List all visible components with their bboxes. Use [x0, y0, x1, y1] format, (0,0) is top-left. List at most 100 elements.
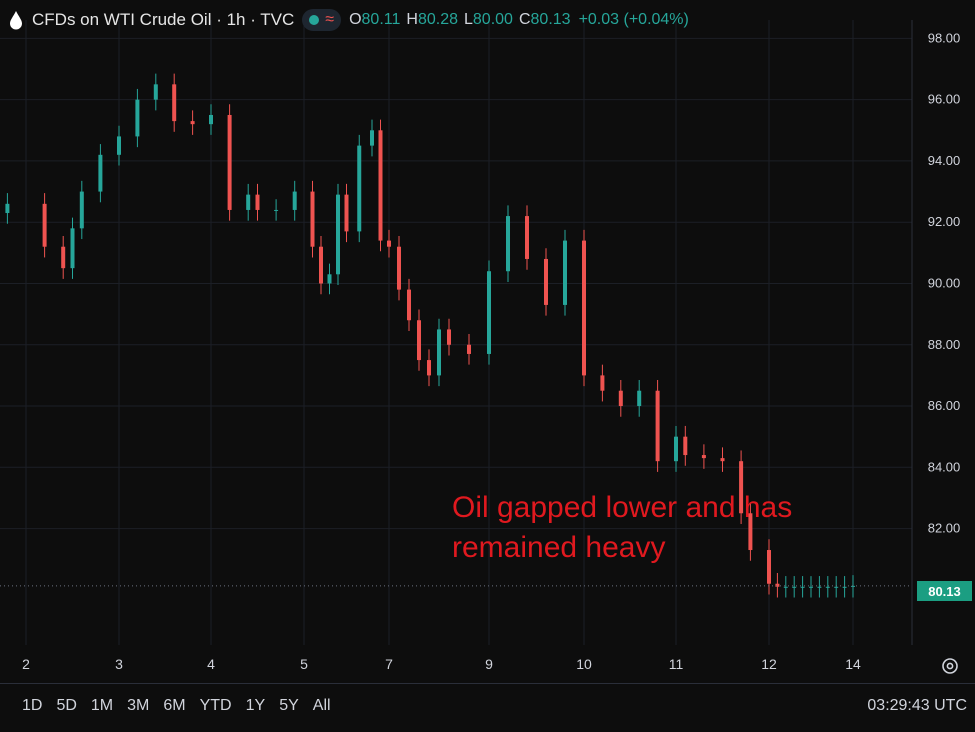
candle-body	[506, 216, 510, 272]
y-tick-label: 98.00	[928, 30, 961, 45]
x-tick-label: 9	[485, 656, 493, 672]
candle-body	[61, 246, 66, 269]
y-tick-label: 90.00	[928, 275, 961, 290]
candle-body	[783, 586, 788, 588]
annotation-line-1: Oil gapped lower and has	[452, 491, 793, 524]
candle-body	[98, 154, 103, 192]
candle-body	[319, 246, 323, 284]
candle-body	[5, 203, 10, 214]
candle-body	[467, 344, 471, 354]
candle-body	[70, 228, 75, 269]
ohlc-values: O80.11 H80.28 L80.00 C80.13	[349, 11, 570, 29]
candle-body	[209, 114, 213, 125]
candle-body	[809, 586, 813, 588]
y-tick-label: 86.00	[928, 398, 961, 413]
candle-body	[327, 274, 332, 284]
x-tick-label: 3	[115, 656, 123, 672]
candle-body	[739, 461, 744, 514]
candle-body	[834, 586, 839, 588]
timeframe-bar: 1D 5D 1M 3M 6M YTD 1Y 5Y All	[22, 697, 331, 715]
ohlc-open: O80.11	[349, 11, 401, 28]
candle-body	[135, 99, 140, 137]
timeframe-5d[interactable]: 5D	[56, 697, 77, 714]
ohlc-low: L80.00	[464, 11, 513, 28]
x-tick-label: 5	[300, 656, 308, 672]
candle-body	[842, 586, 847, 588]
candle-body	[255, 194, 260, 210]
candle-body	[825, 586, 830, 588]
candle-body	[417, 320, 421, 361]
settings-icon[interactable]	[939, 655, 961, 677]
candle-body	[720, 458, 725, 462]
timeframe-1y[interactable]: 1Y	[245, 697, 266, 714]
candle-body	[357, 145, 362, 232]
ohlc-close: C80.13	[518, 11, 571, 28]
candle-body	[246, 194, 251, 210]
candle-body	[683, 436, 688, 456]
x-tick-label: 11	[669, 656, 684, 672]
timeframe-all[interactable]: All	[312, 697, 331, 714]
candle-body	[618, 390, 623, 407]
x-tick-label: 4	[207, 656, 215, 672]
candle-body	[637, 390, 642, 407]
candle-body	[42, 203, 47, 247]
candle-body	[79, 191, 84, 229]
market-open-dot-icon	[309, 15, 320, 25]
candle-body	[310, 191, 315, 247]
candle-body	[800, 586, 805, 588]
ohlc-high: H80.28	[406, 11, 458, 28]
candle-body	[227, 114, 232, 210]
candle-body	[427, 360, 431, 376]
candle-body	[775, 583, 780, 587]
status-pill[interactable]: ≈	[302, 9, 342, 31]
candle-body	[190, 121, 195, 125]
candle-body	[344, 194, 349, 232]
candle-body	[437, 329, 441, 376]
candle-body	[153, 84, 158, 100]
timeframe-3m[interactable]: 3M	[127, 697, 150, 714]
candle-body	[767, 550, 771, 584]
last-price-label: 80.13	[917, 581, 972, 601]
x-tick-label: 7	[385, 656, 393, 672]
x-tick-label: 12	[761, 656, 777, 672]
candle-body	[387, 240, 391, 247]
x-tick-label: 10	[576, 656, 592, 672]
candle-body	[397, 246, 401, 290]
symbol-title[interactable]: CFDs on WTI Crude Oil · 1h · TVC	[32, 10, 295, 29]
candle-body	[701, 455, 706, 459]
candle-body	[172, 84, 177, 122]
timeframe-5y[interactable]: 5Y	[279, 697, 299, 714]
x-tick-label: 14	[845, 656, 861, 672]
candle-body	[274, 209, 279, 211]
candle-body	[336, 194, 340, 275]
candle-body	[525, 216, 529, 259]
candle-body	[563, 240, 567, 305]
timeframe-1m[interactable]: 1M	[90, 697, 114, 714]
bottom-divider	[0, 683, 975, 684]
candle-body	[370, 130, 374, 146]
delayed-wave-icon: ≈	[325, 11, 335, 28]
price-change: +0.03 (+0.04%)	[578, 11, 689, 28]
timeframe-6m[interactable]: 6M	[163, 697, 186, 714]
timeframe-ytd[interactable]: YTD	[199, 697, 232, 714]
x-tick-label: 2	[22, 656, 30, 672]
candle-body	[292, 191, 297, 210]
timeframe-1d[interactable]: 1D	[22, 697, 43, 714]
clock: 03:29:43 UTC	[867, 697, 967, 714]
candle-body	[407, 289, 411, 321]
y-tick-label: 92.00	[928, 214, 961, 229]
candle-body	[817, 586, 822, 588]
candle-body	[447, 329, 451, 345]
chart-annotation: Oil gapped lower and has remained heavy	[452, 488, 872, 568]
oil-drop-icon	[10, 11, 22, 30]
chart-header: CFDs on WTI Crude Oil · 1h · TVC ≈ O80.1…	[8, 7, 689, 33]
candle-body	[600, 375, 605, 391]
candle-body	[748, 513, 753, 551]
y-tick-label: 82.00	[928, 521, 961, 536]
candle-body	[792, 586, 797, 588]
candle-body	[117, 136, 121, 155]
y-tick-label: 96.00	[928, 92, 961, 107]
y-tick-label: 94.00	[928, 153, 961, 168]
y-tick-label: 84.00	[928, 459, 961, 474]
